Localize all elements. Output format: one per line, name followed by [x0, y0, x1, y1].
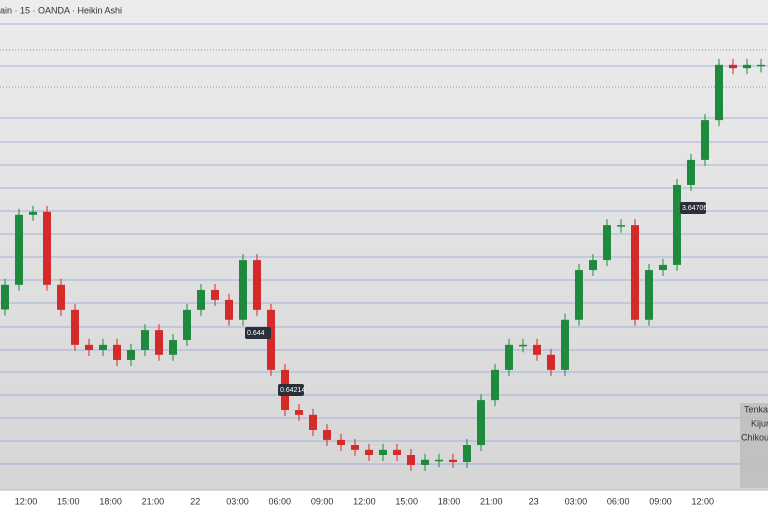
candle	[267, 309, 275, 370]
candle	[295, 410, 303, 415]
candle	[239, 260, 247, 320]
candle	[211, 289, 219, 300]
price-label-bg	[278, 384, 304, 396]
candle	[533, 344, 541, 355]
candle	[57, 284, 65, 310]
candle	[323, 429, 331, 440]
candle	[575, 270, 583, 320]
legend-entry: Kijun	[751, 418, 768, 428]
candle	[365, 449, 373, 455]
candle	[589, 260, 597, 271]
candle	[463, 445, 471, 462]
x-tick-label: 12:00	[15, 496, 38, 506]
candle	[141, 330, 149, 350]
price-label-bg	[245, 327, 271, 339]
x-tick-label: 15:00	[57, 496, 80, 506]
time-axis	[0, 490, 768, 512]
candle	[393, 449, 401, 455]
x-tick-label: 18:00	[99, 496, 122, 506]
x-tick-label: 18:00	[438, 496, 461, 506]
candle	[603, 225, 611, 261]
x-tick-label: 21:00	[142, 496, 165, 506]
price-label-bg	[680, 202, 706, 214]
candle	[631, 225, 639, 320]
candle	[379, 449, 387, 455]
legend-entry: Tenkan	[744, 404, 768, 414]
price-label: 0.644	[247, 330, 265, 337]
candle	[127, 350, 135, 360]
candle	[659, 264, 667, 271]
candle	[435, 459, 443, 462]
x-tick-label: 15:00	[395, 496, 418, 506]
candle	[407, 455, 415, 465]
candle	[71, 309, 79, 345]
candle	[743, 64, 751, 69]
candle	[155, 330, 163, 355]
candle	[491, 369, 499, 401]
legend: Tenkan Kijun Chikou	[741, 404, 768, 442]
candle	[337, 439, 345, 446]
candle	[183, 309, 191, 341]
candle	[29, 211, 37, 215]
legend-entry: Chikou	[741, 432, 768, 442]
legend-box	[740, 403, 768, 488]
candle	[687, 159, 695, 185]
candle	[477, 400, 485, 446]
price-label: 0.64214	[280, 387, 305, 394]
plot-background	[0, 0, 768, 490]
candle	[43, 211, 51, 285]
candle	[99, 344, 107, 350]
candle	[519, 344, 527, 347]
x-tick-label: 09:00	[649, 496, 672, 506]
x-tick-label: 09:00	[311, 496, 334, 506]
x-tick-label: 21:00	[480, 496, 503, 506]
candle	[617, 225, 625, 227]
candle	[505, 344, 513, 370]
x-tick-label: 12:00	[692, 496, 715, 506]
price-label: 3.64706	[682, 205, 707, 212]
candle	[85, 344, 93, 350]
x-tick-label: 22	[190, 496, 200, 506]
candle	[729, 64, 737, 69]
candle	[715, 64, 723, 121]
candle	[547, 354, 555, 370]
x-tick-label: 03:00	[565, 496, 588, 506]
candle	[701, 120, 709, 160]
candle	[113, 344, 121, 360]
x-tick-label: 06:00	[607, 496, 630, 506]
candle	[757, 64, 765, 67]
candle	[169, 340, 177, 355]
candle	[449, 459, 457, 462]
candle	[15, 214, 23, 285]
candle	[309, 414, 317, 430]
candle	[197, 289, 205, 310]
x-tick-label: 23	[529, 496, 539, 506]
candle	[421, 459, 429, 465]
x-tick-label: 12:00	[353, 496, 376, 506]
candle	[351, 445, 359, 450]
candle	[673, 184, 681, 265]
candle	[253, 260, 261, 310]
chart-header: ain · 15 · OANDA · Heikin Ashi	[0, 5, 122, 15]
candle	[561, 319, 569, 370]
candle	[645, 270, 653, 320]
x-tick-label: 06:00	[269, 496, 292, 506]
x-tick-label: 03:00	[226, 496, 249, 506]
candle	[1, 284, 9, 310]
candle	[225, 299, 233, 320]
